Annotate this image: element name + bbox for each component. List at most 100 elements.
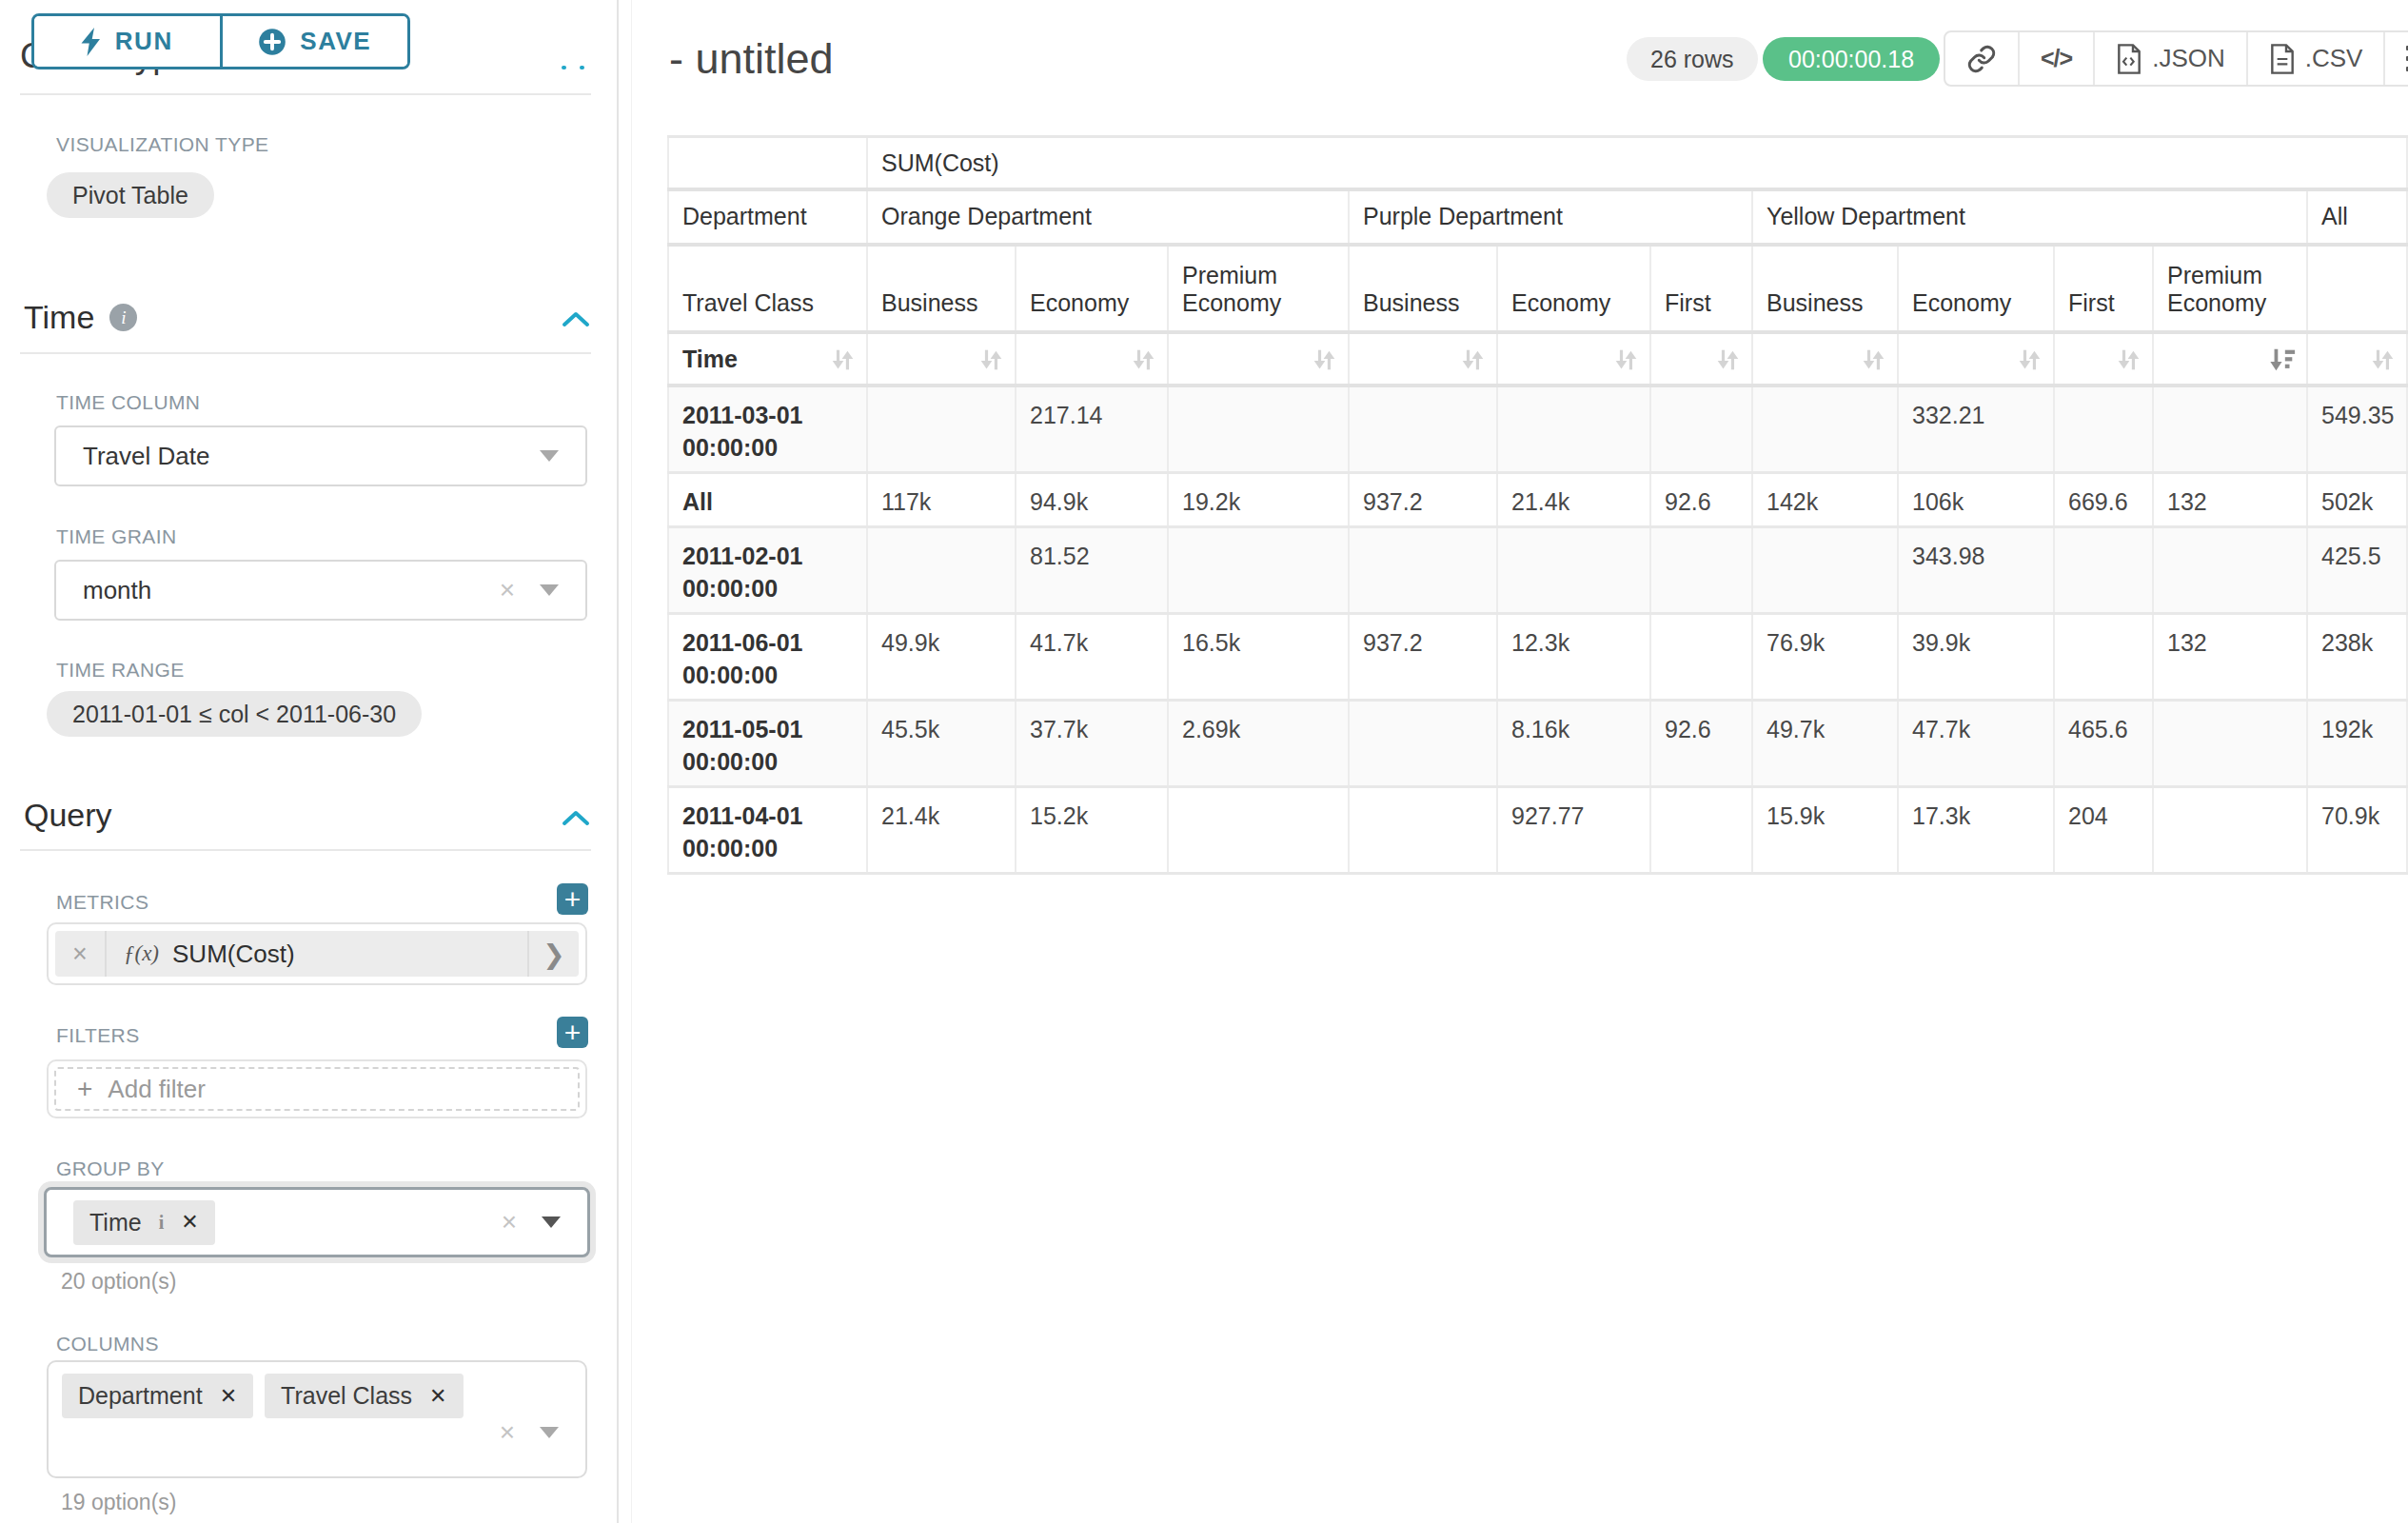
metric-pill[interactable]: × ƒ(x) SUM(Cost) ❯ <box>55 931 579 977</box>
link-icon <box>1966 44 1997 74</box>
chart-type-collapse-chevron-clipped[interactable] <box>562 66 584 69</box>
column-sort-header-cell[interactable] <box>1650 332 1752 386</box>
column-sort-header-cell[interactable] <box>1752 332 1898 386</box>
value-cell <box>2054 613 2153 700</box>
value-cell: 21.4k <box>1497 472 1650 526</box>
value-cell <box>1349 786 1497 873</box>
sort-icon <box>2368 346 2397 374</box>
department-header-cell: Yellow Department <box>1752 189 2307 245</box>
export-csv-button[interactable]: .CSV <box>2246 32 2384 85</box>
column-sort-header-cell[interactable] <box>1016 332 1168 386</box>
chart-title[interactable]: - untitled <box>669 34 834 84</box>
row-label-cell: 2011-06-01 00:00:00 <box>668 613 867 700</box>
value-cell: 132 <box>2153 613 2307 700</box>
column-sort-header-cell[interactable] <box>1497 332 1650 386</box>
row-label-cell: 2011-02-01 00:00:00 <box>668 526 867 613</box>
query-timer-badge: 00:00:00.18 <box>1763 37 1940 81</box>
value-cell <box>2054 386 2153 473</box>
tag-label: Travel Class <box>281 1382 412 1410</box>
value-cell <box>1650 613 1752 700</box>
time-collapse-chevron-icon[interactable] <box>562 310 590 327</box>
remove-metric-icon[interactable]: × <box>55 931 107 977</box>
run-button[interactable]: RUN <box>34 16 220 67</box>
visualization-type-label: VISUALIZATION TYPE <box>56 133 268 156</box>
metrics-container: × ƒ(x) SUM(Cost) ❯ <box>47 922 587 985</box>
travel-class-header-cell: Business <box>1752 245 1898 332</box>
sort-icon <box>2015 346 2043 374</box>
add-filter-plus-button[interactable]: + <box>557 1017 588 1048</box>
column-sort-header-cell[interactable] <box>2054 332 2153 386</box>
time-sort-header-cell[interactable]: Time <box>668 332 867 386</box>
time-grain-select[interactable]: month × <box>54 560 587 621</box>
value-cell: 94.9k <box>1016 472 1168 526</box>
file-text-icon <box>2269 44 2296 74</box>
chevron-down-icon <box>540 450 559 462</box>
department-axis-label-cell: Department <box>668 189 867 245</box>
clear-icon[interactable]: × <box>502 1207 517 1237</box>
value-cell: 81.52 <box>1016 526 1168 613</box>
group-by-tag-time[interactable]: Time i ✕ <box>73 1200 215 1245</box>
chevron-down-icon <box>542 1216 561 1228</box>
panel-divider[interactable] <box>617 0 619 1523</box>
query-collapse-chevron-icon[interactable] <box>562 809 590 826</box>
column-sort-header-cell[interactable] <box>1349 332 1497 386</box>
travel-class-header-cell: Economy <box>1497 245 1650 332</box>
save-button[interactable]: SAVE <box>220 16 408 67</box>
department-header-cell: Orange Department <box>867 189 1349 245</box>
chart-menu-button[interactable] <box>2383 32 2408 85</box>
column-sort-header-cell[interactable] <box>1168 332 1349 386</box>
travel-class-header-cell: Premium Economy <box>1168 245 1349 332</box>
info-icon: i <box>159 1212 165 1234</box>
add-filter-button[interactable]: + Add filter <box>54 1067 580 1111</box>
remove-tag-icon[interactable]: ✕ <box>429 1384 446 1409</box>
clear-icon[interactable]: × <box>500 575 515 605</box>
time-grain-label: TIME GRAIN <box>56 525 177 548</box>
view-query-button[interactable]: </> <box>2018 32 2093 85</box>
tag-label: Department <box>78 1382 203 1410</box>
column-sort-header-cell[interactable] <box>867 332 1016 386</box>
time-range-pill[interactable]: 2011-01-01 ≤ col < 2011-06-30 <box>47 691 422 737</box>
copy-link-button[interactable] <box>1945 32 2018 85</box>
export-json-button[interactable]: .JSON <box>2093 32 2246 85</box>
time-range-label: TIME RANGE <box>56 659 185 682</box>
pivot-row: 2011-02-01 00:00:0081.52343.98425.5 <box>668 526 2407 613</box>
clear-icon[interactable]: × <box>500 1417 515 1448</box>
value-cell: 16.5k <box>1168 613 1349 700</box>
columns-tag-travel-class[interactable]: Travel Class ✕ <box>265 1374 463 1418</box>
column-sort-header-cell[interactable] <box>2307 332 2407 386</box>
metrics-label: METRICS <box>56 891 148 914</box>
column-sort-header-cell[interactable] <box>1898 332 2054 386</box>
csv-button-label: .CSV <box>2305 44 2363 73</box>
pivot-row: 2011-05-01 00:00:0045.5k37.7k2.69k8.16k9… <box>668 700 2407 786</box>
value-cell <box>867 526 1016 613</box>
divider <box>20 93 591 95</box>
value-cell: 15.9k <box>1752 786 1898 873</box>
remove-tag-icon[interactable]: ✕ <box>220 1384 237 1409</box>
remove-tag-icon[interactable]: ✕ <box>181 1210 198 1235</box>
value-cell <box>1752 386 1898 473</box>
column-sort-header-cell[interactable] <box>2153 332 2307 386</box>
time-column-select[interactable]: Travel Date <box>54 425 587 486</box>
value-cell: 238k <box>2307 613 2407 700</box>
control-panel-sidebar: Chart Type RUN SAVE VISUALIZATION TYPE P… <box>0 0 617 1523</box>
filters-label: FILTERS <box>56 1024 140 1047</box>
plus-icon: + <box>77 1074 92 1104</box>
time-section-title: Time <box>24 299 94 336</box>
add-metric-button[interactable]: + <box>557 883 588 915</box>
sort-icon <box>1859 346 1887 374</box>
pivot-row: 2011-04-01 00:00:0021.4k15.2k927.7715.9k… <box>668 786 2407 873</box>
visualization-type-pill[interactable]: Pivot Table <box>47 172 214 218</box>
metric-expand-chevron-icon[interactable]: ❯ <box>527 931 579 977</box>
columns-label: COLUMNS <box>56 1333 159 1355</box>
sort-icon <box>1458 346 1487 374</box>
file-code-icon <box>2116 44 2142 74</box>
columns-select[interactable]: Department ✕ Travel Class ✕ × <box>47 1360 587 1478</box>
json-button-label: .JSON <box>2152 44 2225 73</box>
columns-tag-department[interactable]: Department ✕ <box>62 1374 253 1418</box>
group-by-select[interactable]: Time i ✕ × <box>44 1187 590 1257</box>
sort-icon <box>1611 346 1640 374</box>
value-cell: 106k <box>1898 472 2054 526</box>
time-row-label: Time <box>682 346 738 373</box>
value-cell: 49.9k <box>867 613 1016 700</box>
value-cell: 192k <box>2307 700 2407 786</box>
